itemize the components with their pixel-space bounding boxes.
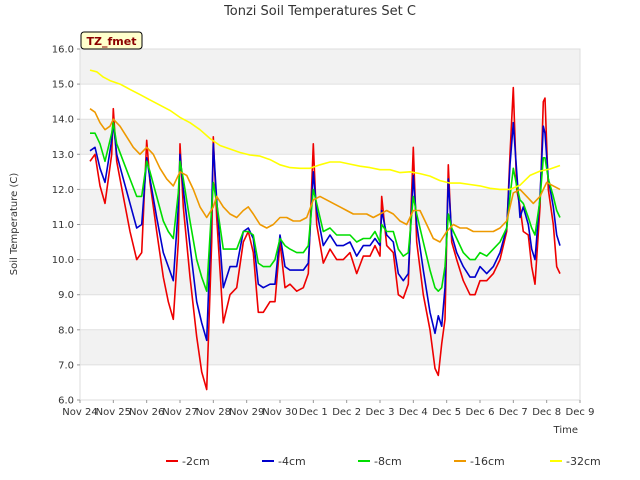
- x-tick-label: Nov 27: [162, 407, 197, 418]
- plot-band: [80, 329, 580, 365]
- series-line-32cm: [89, 69, 561, 191]
- legend-label: -8cm: [374, 455, 402, 468]
- x-tick-label: Dec 5: [432, 407, 461, 418]
- station-badge: TZ_fmet: [80, 31, 143, 50]
- x-axis-label: Time: [553, 425, 578, 436]
- plot-band: [80, 49, 580, 85]
- y-tick-label: 6.0: [58, 396, 74, 407]
- plot-band: [80, 294, 580, 330]
- plot-band: [80, 259, 580, 295]
- y-tick-label: 12.0: [52, 185, 74, 196]
- legend-label: -4cm: [278, 455, 306, 468]
- x-tick-label: Nov 24: [62, 407, 97, 418]
- x-tick-label: Dec 7: [499, 407, 528, 418]
- x-tick-label: Dec 4: [399, 407, 428, 418]
- station-badge-text: TZ_fmet: [87, 35, 137, 48]
- y-axis-ticks: 6.0 7.0 8.0 9.0 10.0 11.0 12.0 13.0 14.0 15.0 16.0: [52, 45, 80, 407]
- series-line-4cm: [89, 121, 561, 342]
- x-tick-label: Dec 9: [566, 407, 595, 418]
- y-tick-label: 16.0: [52, 45, 74, 56]
- x-tick-label: Nov 30: [262, 407, 297, 418]
- x-tick-label: Nov 29: [229, 407, 264, 418]
- chart-title: Tonzi Soil Temperatures Set C: [223, 4, 416, 19]
- y-tick-label: 15.0: [52, 80, 74, 91]
- y-tick-label: 11.0: [52, 220, 74, 231]
- x-tick-label: Dec 1: [299, 407, 328, 418]
- plot-band: [80, 154, 580, 190]
- x-tick-label: Nov 26: [129, 407, 164, 418]
- x-tick-label: Dec 6: [466, 407, 495, 418]
- x-tick-label: Nov 25: [96, 407, 131, 418]
- legend-label: -16cm: [470, 455, 505, 468]
- x-tick-label: Dec 2: [332, 407, 361, 418]
- y-axis-label: Soil Temperature (C): [9, 173, 20, 276]
- plot-band: [80, 119, 580, 155]
- y-tick-label: 9.0: [58, 290, 74, 301]
- series-lines: [89, 69, 561, 391]
- legend: -2cm -4cm -8cm -16cm -32cm: [166, 455, 601, 468]
- plot-band: [80, 84, 580, 120]
- x-tick-label: Nov 28: [196, 407, 231, 418]
- x-tick-label: Dec 8: [532, 407, 561, 418]
- legend-label: -2cm: [182, 455, 210, 468]
- legend-label: -32cm: [566, 455, 601, 468]
- plot-band: [80, 364, 580, 400]
- series-line-2cm: [89, 86, 561, 391]
- series-line-16cm: [89, 108, 561, 243]
- x-tick-label: Dec 3: [366, 407, 395, 418]
- y-tick-label: 8.0: [58, 325, 74, 336]
- y-tick-label: 7.0: [58, 360, 74, 371]
- station-badge-box: [80, 31, 143, 50]
- series-line-8cm: [90, 121, 561, 292]
- y-tick-label: 10.0: [52, 255, 74, 266]
- y-tick-label: 14.0: [52, 115, 74, 126]
- y-tick-label: 13.0: [52, 150, 74, 161]
